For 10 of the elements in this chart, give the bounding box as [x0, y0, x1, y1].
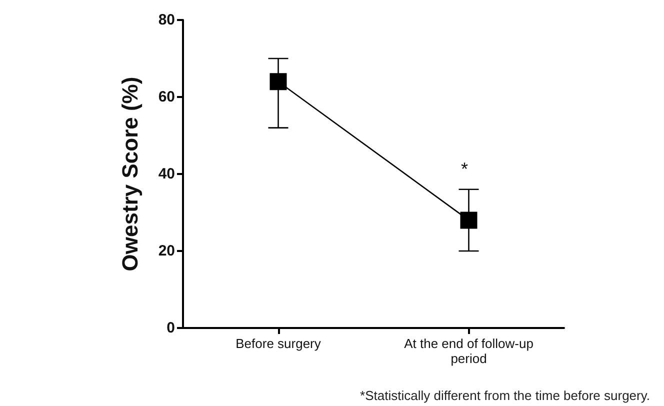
- x-tick-label: Before surgery: [236, 336, 322, 351]
- y-tick-label: 40: [158, 166, 175, 182]
- annotation: *: [461, 159, 468, 179]
- y-tick-label: 20: [158, 242, 175, 260]
- text: *Statistically different from the time before surgery.: [360, 388, 650, 403]
- y-tick-label: 80: [158, 12, 175, 28]
- y-axis-title: Owestry Score (%): [118, 76, 142, 272]
- y-tick-label: 60: [158, 88, 175, 106]
- y-tick-label: 0: [166, 320, 175, 336]
- x-tick-label: At the end of follow-up period: [404, 336, 534, 366]
